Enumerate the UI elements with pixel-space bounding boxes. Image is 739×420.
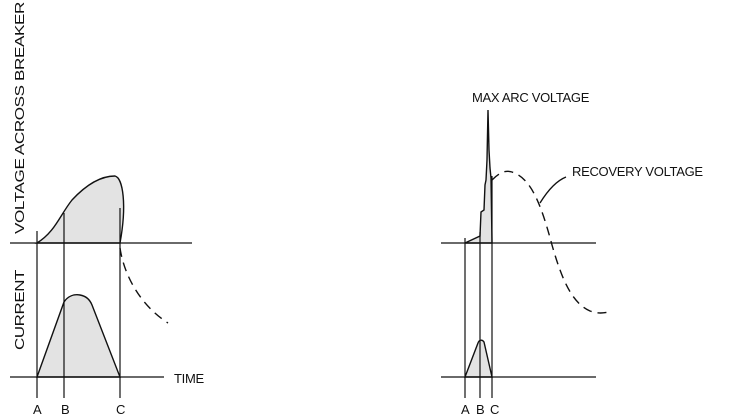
left-arc-voltage-area (34, 175, 125, 244)
right-current-area (463, 339, 493, 378)
time-label: TIME (174, 371, 204, 386)
max-arc-voltage-label: MAX ARC VOLTAGE (472, 90, 590, 105)
left-current-ylabel: CURRENT (12, 270, 27, 350)
right-recovery-curve (491, 170, 610, 314)
recovery-leader-line (539, 176, 567, 204)
left-recovery-curve (119, 247, 169, 324)
right-marker-b-label: B (476, 402, 484, 417)
left-current-area (36, 294, 122, 378)
right-panel: MAX ARC VOLTAGE RECOVERY VOLTAGE A B C (441, 90, 704, 417)
left-voltage-ylabel: VOLTAGE ACROSS BREAKER (12, 2, 27, 234)
recovery-voltage-label: RECOVERY VOLTAGE (572, 164, 703, 179)
right-arc-voltage-area (464, 109, 493, 244)
right-marker-c-label: C (490, 402, 499, 417)
left-marker-c-label: C (116, 402, 125, 417)
left-panel: VOLTAGE ACROSS BREAKER CURRENT TIME A B … (10, 2, 205, 417)
left-marker-b-label: B (61, 402, 69, 417)
left-marker-a-label: A (33, 402, 42, 417)
right-marker-a-label: A (461, 402, 470, 417)
